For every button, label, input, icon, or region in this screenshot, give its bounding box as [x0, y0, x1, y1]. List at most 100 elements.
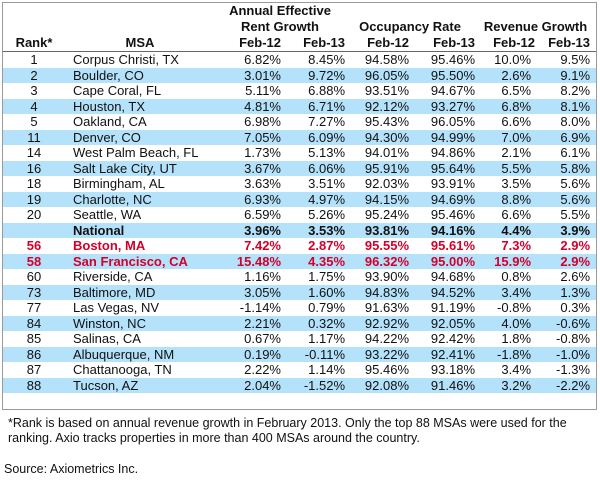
- period-header: Feb-12: [345, 35, 410, 52]
- rent-growth-feb12-cell: 3.96%: [215, 222, 281, 238]
- occupancy-feb13-cell: 95.61%: [430, 238, 476, 253]
- table-row: 60 Riverside, CA 1.16% 1.75% 93.90% 94.68% 0.8…: [3, 269, 596, 285]
- msa-cell: Houston, TX: [65, 98, 215, 114]
- occupancy-feb12-cell: 94.01%: [364, 145, 410, 160]
- rent-growth-feb13-cell: 1.17%: [308, 331, 346, 346]
- revenue-growth-feb13-cell: 5.5%: [560, 207, 591, 222]
- occupancy-feb13-cell: 96.05%: [430, 114, 476, 129]
- occupancy-feb13-cell: 95.64%: [409, 160, 476, 176]
- table-row: 20 Seattle, WA 6.59% 5.26% 95.24% 95.46% 6.6% 5…: [3, 207, 596, 223]
- revenue-growth-header: Revenue Growth: [483, 19, 588, 34]
- occupancy-feb13-cell: 92.42%: [430, 331, 476, 346]
- rent-growth-feb12-cell: 1.73%: [244, 145, 281, 160]
- revenue-growth-feb13-cell: 1.3%: [535, 284, 597, 300]
- msa-cell: San Francisco, CA: [65, 253, 215, 269]
- period-header: Feb-13: [535, 35, 597, 52]
- rank-cell: 58: [3, 253, 65, 269]
- occupancy-feb13-cell: 94.67%: [430, 83, 476, 98]
- revenue-growth-feb13-cell: 2.9%: [535, 253, 597, 269]
- revenue-growth-feb13-cell: 5.6%: [560, 176, 591, 191]
- occupancy-feb13-cell: 95.50%: [409, 67, 476, 83]
- revenue-growth-feb12-cell: 2.1%: [501, 145, 532, 160]
- revenue-growth-feb12-cell: -0.8%: [497, 300, 532, 315]
- msa-cell: Seattle, WA: [73, 207, 142, 222]
- occupancy-feb12-cell: 95.91%: [345, 160, 410, 176]
- occupancy-feb13-cell: 91.46%: [409, 377, 476, 393]
- rent-growth-feb13-cell: 5.26%: [308, 207, 346, 222]
- revenue-growth-feb13-cell: 8.0%: [560, 114, 591, 129]
- revenue-growth-feb13-cell: 5.8%: [535, 160, 597, 176]
- revenue-growth-feb13-cell: 2.9%: [560, 238, 591, 253]
- rent-growth-feb12-cell: 0.67%: [244, 331, 281, 346]
- rent-growth-feb13-cell: 4.97%: [281, 191, 346, 207]
- rent-growth-feb12-cell: 7.05%: [215, 129, 281, 145]
- rank-cell: [3, 222, 65, 238]
- msa-cell: National: [65, 222, 215, 238]
- table-row: 14 West Palm Beach, FL 1.73% 5.13% 94.01% 94.…: [3, 145, 596, 161]
- table-row: 18 Birmingham, AL 3.63% 3.51% 92.03% 93.91% 3.…: [3, 176, 596, 192]
- rank-cell: 18: [26, 176, 42, 191]
- occupancy-header: Occupancy Rate: [359, 19, 461, 34]
- table-body: 1 Corpus Christi, TX 6.82% 8.45% 94.58% 95.46…: [3, 52, 597, 393]
- occupancy-feb12-cell: 93.22%: [345, 346, 410, 362]
- rent-growth-feb13-cell: 3.51%: [308, 176, 346, 191]
- rent-growth-feb12-cell: -1.14%: [239, 300, 281, 315]
- table-row: 73 Baltimore, MD 3.05% 1.60% 94.83% 94.52% 3.4…: [3, 284, 597, 300]
- rank-cell: 60: [26, 269, 42, 284]
- rank-cell: 73: [3, 284, 65, 300]
- rent-growth-feb12-cell: 15.48%: [215, 253, 281, 269]
- rank-cell: 11: [3, 129, 65, 145]
- rank-cell: 20: [26, 207, 42, 222]
- period-header: Feb-13: [409, 35, 476, 52]
- rank-cell: 19: [3, 191, 65, 207]
- rank-cell: 84: [3, 315, 65, 331]
- rent-growth-feb13-cell: 6.09%: [281, 129, 346, 145]
- rent-growth-feb13-cell: 1.14%: [308, 362, 346, 377]
- msa-cell: Denver, CO: [65, 129, 215, 145]
- revenue-growth-feb13-cell: -0.8%: [556, 331, 591, 346]
- rent-growth-feb13-cell: 5.13%: [308, 145, 346, 160]
- occupancy-feb13-cell: 93.91%: [430, 176, 476, 191]
- rent-growth-feb13-cell: 0.32%: [281, 315, 346, 331]
- rent-growth-feb12-cell: 4.81%: [215, 98, 281, 114]
- revenue-growth-feb12-cell: 1.8%: [501, 331, 532, 346]
- msa-cell: Tucson, AZ: [65, 377, 215, 393]
- revenue-growth-feb12-cell: 5.5%: [475, 160, 536, 176]
- rank-cell: 14: [26, 145, 42, 160]
- revenue-growth-feb12-cell: 3.4%: [475, 284, 536, 300]
- rank-cell: 88: [3, 377, 65, 393]
- occupancy-feb13-cell: 93.18%: [430, 362, 476, 377]
- table-row: 5 Oakland, CA 6.98% 7.27% 95.43% 96.05% 6.6% 8.…: [3, 114, 596, 130]
- msa-cell: Oakland, CA: [73, 114, 147, 129]
- occupancy-feb12-cell: 96.32%: [345, 253, 410, 269]
- rent-growth-feb12-cell: 6.93%: [215, 191, 281, 207]
- rent-growth-feb13-cell: 0.79%: [308, 300, 346, 315]
- revenue-growth-feb13-cell: -1.3%: [556, 362, 591, 377]
- occupancy-feb12-cell: 92.12%: [345, 98, 410, 114]
- msa-cell: Las Vegas, NV: [73, 300, 159, 315]
- table-row: 2 Boulder, CO 3.01% 9.72% 96.05% 95.50% 2.6% 9.…: [3, 67, 597, 83]
- rank-header: Rank*: [3, 35, 65, 52]
- period-header: Feb-12: [475, 35, 536, 52]
- rank-cell: 16: [3, 160, 65, 176]
- revenue-growth-feb12-cell: 6.6%: [501, 114, 532, 129]
- rent-growth-feb13-cell: 1.60%: [281, 284, 346, 300]
- table-row: 16 Salt Lake City, UT 3.67% 6.06% 95.91% 95.6…: [3, 160, 597, 176]
- table-row: 88 Tucson, AZ 2.04% -1.52% 92.08% 91.46% 3.2% -…: [3, 377, 597, 393]
- msa-cell: Salinas, CA: [73, 331, 141, 346]
- occupancy-feb13-cell: 91.19%: [430, 300, 476, 315]
- rent-growth-feb13-cell: 1.75%: [308, 269, 346, 284]
- table-row: 87 Chattanooga, TN 2.22% 1.14% 95.46% 93.18% 3…: [3, 362, 596, 378]
- occupancy-feb12-cell: 96.05%: [345, 67, 410, 83]
- msa-cell: Riverside, CA: [73, 269, 153, 284]
- rent-growth-feb13-cell: 9.72%: [281, 67, 346, 83]
- rent-growth-feb13-cell: 3.53%: [281, 222, 346, 238]
- occupancy-feb13-cell: 93.27%: [409, 98, 476, 114]
- revenue-growth-feb13-cell: -1.0%: [535, 346, 597, 362]
- rent-growth-feb12-cell: 3.05%: [215, 284, 281, 300]
- rent-growth-feb12-cell: 3.01%: [215, 67, 281, 83]
- table-row: 85 Salinas, CA 0.67% 1.17% 94.22% 92.42% 1.8% -…: [3, 331, 596, 347]
- revenue-growth-feb12-cell: 3.5%: [501, 176, 532, 191]
- occupancy-feb13-cell: 94.86%: [430, 145, 476, 160]
- occupancy-feb13-cell: 94.99%: [409, 129, 476, 145]
